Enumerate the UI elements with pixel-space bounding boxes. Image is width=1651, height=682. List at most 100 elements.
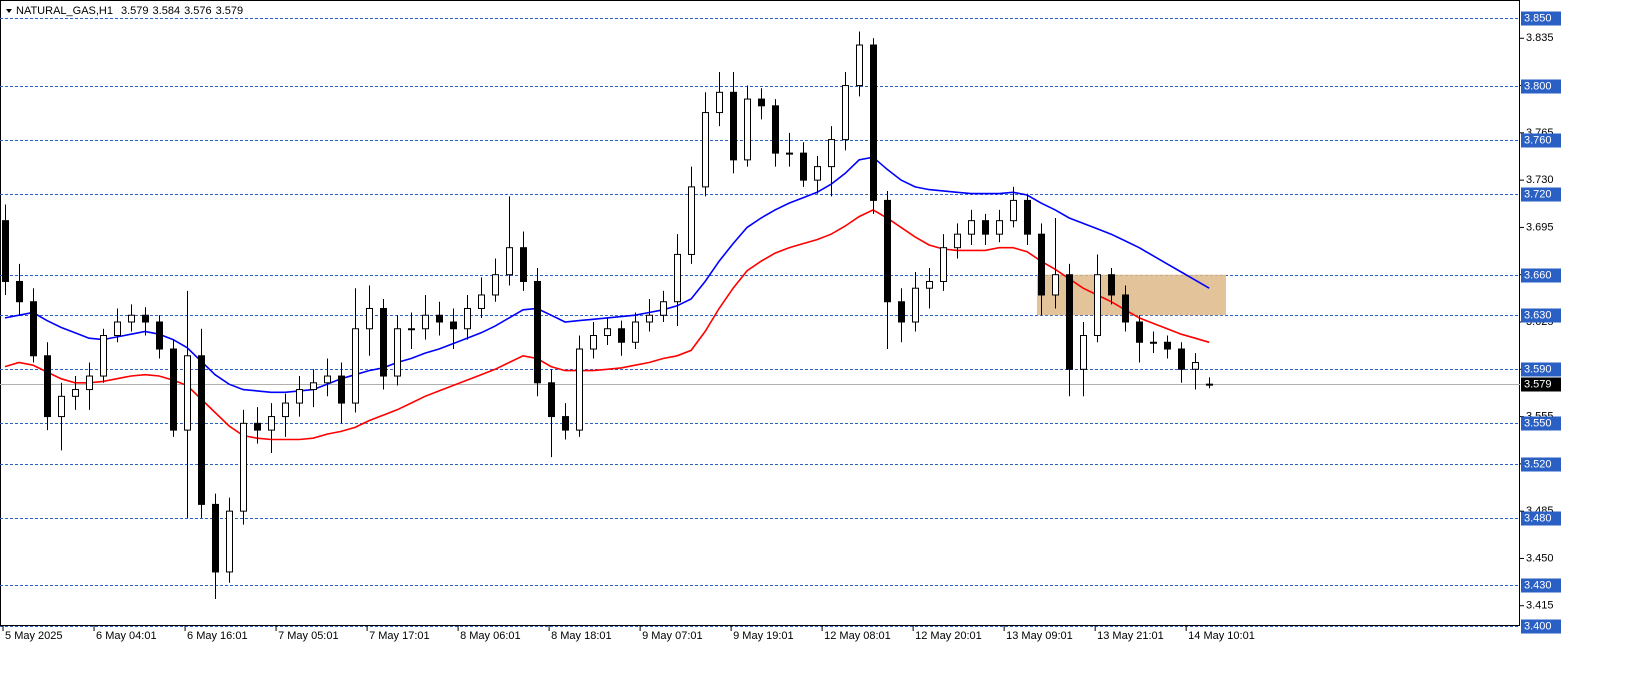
- candle-body: [128, 314, 135, 323]
- header-low: 3.576: [184, 5, 212, 17]
- candle-body: [1178, 348, 1185, 370]
- x-tick-label: 12 May 08:01: [824, 630, 891, 642]
- candle-body: [1038, 233, 1045, 296]
- candle-body: [1150, 341, 1157, 344]
- symbol: NATURAL_GAS,H1: [16, 5, 113, 17]
- candle-body: [772, 105, 779, 154]
- candle-body: [1052, 274, 1059, 296]
- level-label-bg: [1521, 187, 1561, 202]
- candle-body: [408, 328, 415, 331]
- x-tick-label: 7 May 05:01: [278, 630, 339, 642]
- level-label: 3.850: [1524, 12, 1552, 24]
- x-tick-label: 13 May 09:01: [1006, 630, 1073, 642]
- candle-body: [44, 355, 51, 418]
- candle-body: [240, 422, 247, 512]
- moving-average: [4, 208, 1210, 441]
- level-label: 3.800: [1524, 80, 1552, 92]
- x-tick-label: 5 May 2025: [5, 630, 62, 642]
- candle-body: [212, 503, 219, 573]
- candle-body: [506, 247, 513, 276]
- candle-body: [1066, 274, 1073, 370]
- candle-body: [996, 220, 1003, 235]
- x-tick-label: 8 May 06:01: [460, 630, 521, 642]
- level-label: 3.660: [1524, 269, 1552, 281]
- candle-body: [884, 199, 891, 303]
- candle-body: [436, 314, 443, 323]
- candle-body: [156, 321, 163, 350]
- level-label-bg: [1521, 457, 1561, 472]
- y-tick-label: 3.730: [1526, 174, 1554, 186]
- level-label: 3.590: [1524, 363, 1552, 375]
- candle-body: [1206, 383, 1213, 386]
- candle-body: [170, 348, 177, 431]
- candle-body: [702, 112, 709, 188]
- level-label: 3.480: [1524, 512, 1552, 524]
- candle-body: [674, 253, 681, 303]
- level-label-bg: [1521, 133, 1561, 148]
- candle-body: [842, 85, 849, 141]
- level-label-bg: [1521, 578, 1561, 593]
- candle-body: [226, 510, 233, 573]
- candle-body: [380, 307, 387, 377]
- candle-body: [814, 166, 821, 181]
- candle-body: [324, 375, 331, 384]
- candle-body: [926, 280, 933, 289]
- header: NATURAL_GAS,H1 3.579 3.584 3.576 3.579: [6, 5, 243, 17]
- candle-body: [366, 307, 373, 330]
- candle-body: [758, 98, 765, 107]
- candle-body: [1122, 294, 1129, 323]
- candle-body: [940, 247, 947, 282]
- candle-body: [394, 328, 401, 377]
- candle-body: [198, 355, 205, 505]
- candle-body: [618, 328, 625, 343]
- x-tick-label: 14 May 10:01: [1188, 630, 1255, 642]
- header-close: 3.579: [216, 5, 244, 17]
- candle-body: [562, 416, 569, 431]
- candle-body: [338, 375, 345, 404]
- candle-body: [2, 220, 9, 282]
- candle-body: [870, 44, 877, 201]
- candle-body: [688, 186, 695, 255]
- candle-body: [464, 307, 471, 330]
- level-label-bg: [1521, 268, 1561, 283]
- candle-body: [352, 328, 359, 404]
- candle-body: [730, 91, 737, 161]
- header-high: 3.584: [153, 5, 181, 17]
- candle-body: [30, 301, 37, 357]
- y-tick-label: 3.835: [1526, 32, 1554, 44]
- candle-body: [72, 389, 79, 397]
- level-label-bg: [1521, 511, 1561, 526]
- candle-body: [254, 422, 261, 431]
- candle-body: [898, 301, 905, 323]
- candle-body: [954, 233, 961, 249]
- level-label: 3.430: [1524, 579, 1552, 591]
- candle-body: [1164, 341, 1171, 350]
- candle-body: [660, 301, 667, 316]
- level-label: 3.720: [1524, 188, 1552, 200]
- candle-body: [114, 321, 121, 337]
- candle-body: [534, 280, 541, 384]
- candle-body: [800, 152, 807, 181]
- price-label: 3.579: [1524, 378, 1552, 390]
- x-tick-label: 12 May 20:01: [915, 630, 982, 642]
- x-tick-label: 6 May 16:01: [187, 630, 248, 642]
- candle-body: [744, 98, 751, 161]
- candle-body: [296, 389, 303, 404]
- candle-body: [184, 355, 191, 431]
- candle-body: [450, 321, 457, 330]
- candle-body: [632, 321, 639, 343]
- candle-body: [1024, 199, 1031, 235]
- level-label-bg: [1521, 11, 1561, 26]
- candle-body: [268, 416, 275, 431]
- level-label: 3.550: [1524, 417, 1552, 429]
- candle-body: [590, 335, 597, 350]
- level-label: 3.630: [1524, 309, 1552, 321]
- candle-body: [58, 395, 65, 418]
- candle-body: [1094, 274, 1101, 337]
- price-label-bg: [1521, 377, 1561, 392]
- candle-body: [492, 274, 499, 296]
- menu-triangle: [6, 9, 12, 13]
- candle-body: [646, 314, 653, 323]
- x-tick-label: 7 May 17:01: [369, 630, 430, 642]
